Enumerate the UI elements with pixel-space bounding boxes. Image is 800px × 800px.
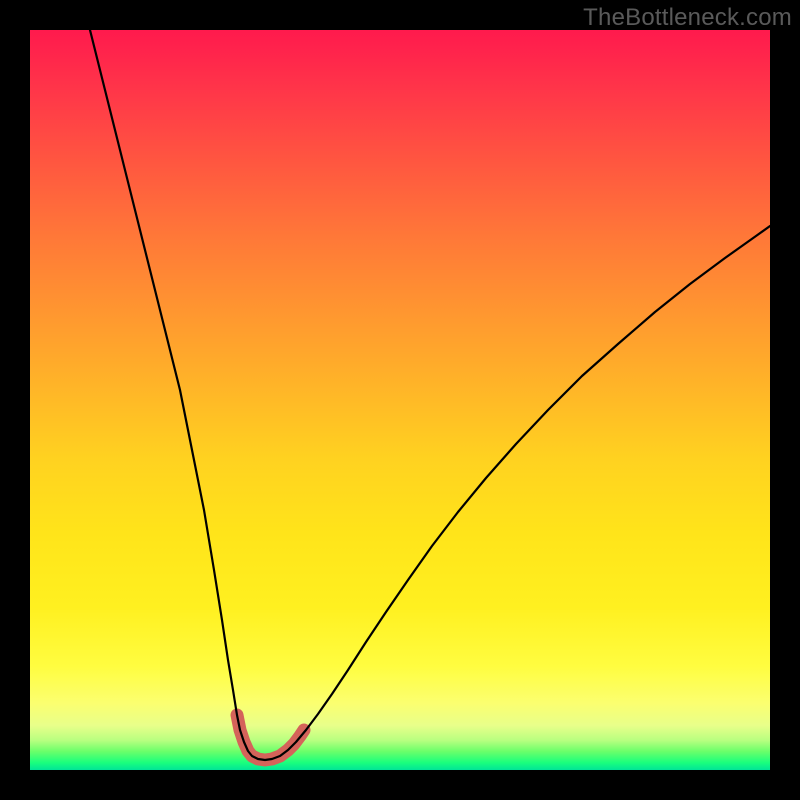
highlight-segment <box>237 715 304 760</box>
watermark-text: TheBottleneck.com <box>583 4 792 32</box>
main-curve <box>90 30 770 760</box>
curve-layer <box>30 30 770 770</box>
plot-area <box>30 30 770 770</box>
